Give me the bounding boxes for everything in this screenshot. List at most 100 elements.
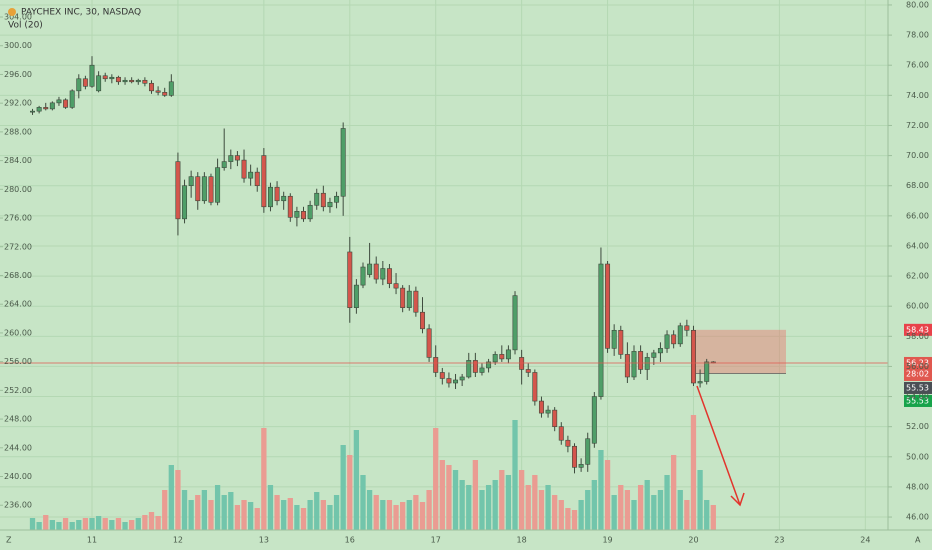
candle-body — [380, 268, 386, 280]
candle-body — [188, 176, 194, 187]
volume-bar — [552, 495, 558, 530]
candle-body — [532, 372, 538, 402]
volume-bar — [353, 430, 360, 530]
y-tick-label: 78.00 — [906, 31, 929, 40]
candle-body — [664, 334, 670, 349]
volume-bar — [532, 475, 538, 530]
candle-body — [307, 204, 313, 220]
candle-body — [598, 263, 604, 397]
candle-body — [538, 400, 544, 414]
volume-bar — [697, 470, 703, 530]
volume-bar — [148, 512, 155, 530]
volume-bar — [618, 485, 624, 530]
candle-body — [195, 176, 201, 202]
volume-bar — [433, 428, 439, 530]
y-tick-label: 50.00 — [906, 452, 929, 461]
volume-bar — [333, 495, 340, 530]
candle-body — [373, 263, 379, 280]
candle-body — [281, 195, 287, 202]
candle-body — [69, 90, 75, 108]
price-label: 58.43 — [906, 325, 929, 334]
volume-bar — [485, 485, 492, 530]
chart-title: PAYCHEX INC, 30, NASDAQ — [21, 8, 141, 18]
volume-bar — [208, 500, 214, 530]
volume-bar — [677, 490, 683, 530]
volume-bar — [95, 516, 102, 530]
y-tick-label: 56.00 — [906, 362, 929, 371]
arrow — [696, 385, 741, 506]
volume-bar — [281, 500, 287, 530]
candle-body — [585, 438, 591, 465]
toolbar-button[interactable]: A — [915, 536, 921, 545]
volume-bar — [644, 480, 650, 530]
candle-body — [175, 161, 181, 220]
volume-bar — [228, 492, 234, 530]
x-tick-label: 13 — [259, 536, 269, 545]
y-tick-label: 80.00 — [906, 0, 929, 9]
candle-body — [287, 195, 293, 218]
candle-body — [347, 251, 353, 308]
candle-body — [182, 185, 188, 220]
candle-body — [466, 360, 472, 378]
candle-body — [472, 360, 478, 373]
volume-bar — [89, 518, 95, 530]
candle-body — [115, 76, 121, 83]
candle-body — [453, 379, 459, 384]
candle-body — [631, 351, 637, 378]
y2-tick-label: 260.00 — [4, 328, 32, 337]
volume-bar — [43, 515, 49, 530]
y-tick-label: 74.00 — [906, 91, 929, 100]
candle-body — [76, 78, 82, 92]
volume-bar — [472, 460, 479, 530]
candle-body — [426, 328, 432, 358]
candle-body — [386, 268, 392, 284]
volume-bar — [565, 508, 571, 530]
candle-body — [36, 107, 42, 112]
y2-tick-label: 252.00 — [4, 386, 32, 395]
y2-tick-label: 284.00 — [4, 156, 32, 165]
volume-bar — [62, 518, 69, 530]
candle-body — [446, 378, 452, 384]
y-tick-label: 62.00 — [906, 272, 929, 281]
volume-bar — [459, 480, 465, 530]
candle-body — [605, 263, 611, 349]
candle-body — [459, 376, 465, 381]
y2-tick-label: 300.00 — [4, 41, 32, 50]
volume-bar — [604, 460, 611, 530]
y-tick-label: 48.00 — [906, 482, 929, 491]
volume-bar — [373, 495, 379, 530]
candle-body — [215, 167, 221, 203]
x-tick-label: 20 — [688, 536, 698, 545]
volume-bar — [195, 495, 201, 530]
price-label: 56.23 — [906, 358, 929, 367]
volume-bar — [340, 445, 346, 530]
volume-bar — [571, 510, 578, 530]
x-tick-label: 11 — [87, 536, 97, 545]
volume-bar — [261, 428, 267, 530]
volume-bar — [386, 500, 393, 530]
y2-tick-label: 256.00 — [4, 357, 32, 366]
candle-body — [234, 155, 240, 161]
candle-body — [565, 439, 571, 447]
candle-body — [327, 201, 333, 208]
volume-bar — [109, 520, 115, 530]
candle-body — [248, 171, 254, 179]
candle-body — [552, 409, 558, 427]
x-tick-label: 23 — [774, 536, 784, 545]
x-tick-label: 17 — [431, 536, 441, 545]
price-label-bg — [904, 323, 932, 336]
x-tick-label: 18 — [517, 536, 527, 545]
candle-body — [208, 176, 214, 203]
candle-body — [671, 334, 677, 345]
y2-tick-label: 268.00 — [4, 271, 32, 280]
candle-body — [201, 176, 207, 202]
candle-body — [320, 192, 326, 208]
candle-body — [294, 211, 300, 218]
candle-body — [63, 99, 69, 108]
candle-body — [439, 372, 445, 379]
candle-body — [591, 396, 597, 444]
volume-bar — [505, 475, 512, 530]
y-tick-label: 46.00 — [906, 513, 929, 522]
toolbar-button[interactable]: Z — [6, 536, 12, 545]
candle-body — [413, 290, 419, 313]
